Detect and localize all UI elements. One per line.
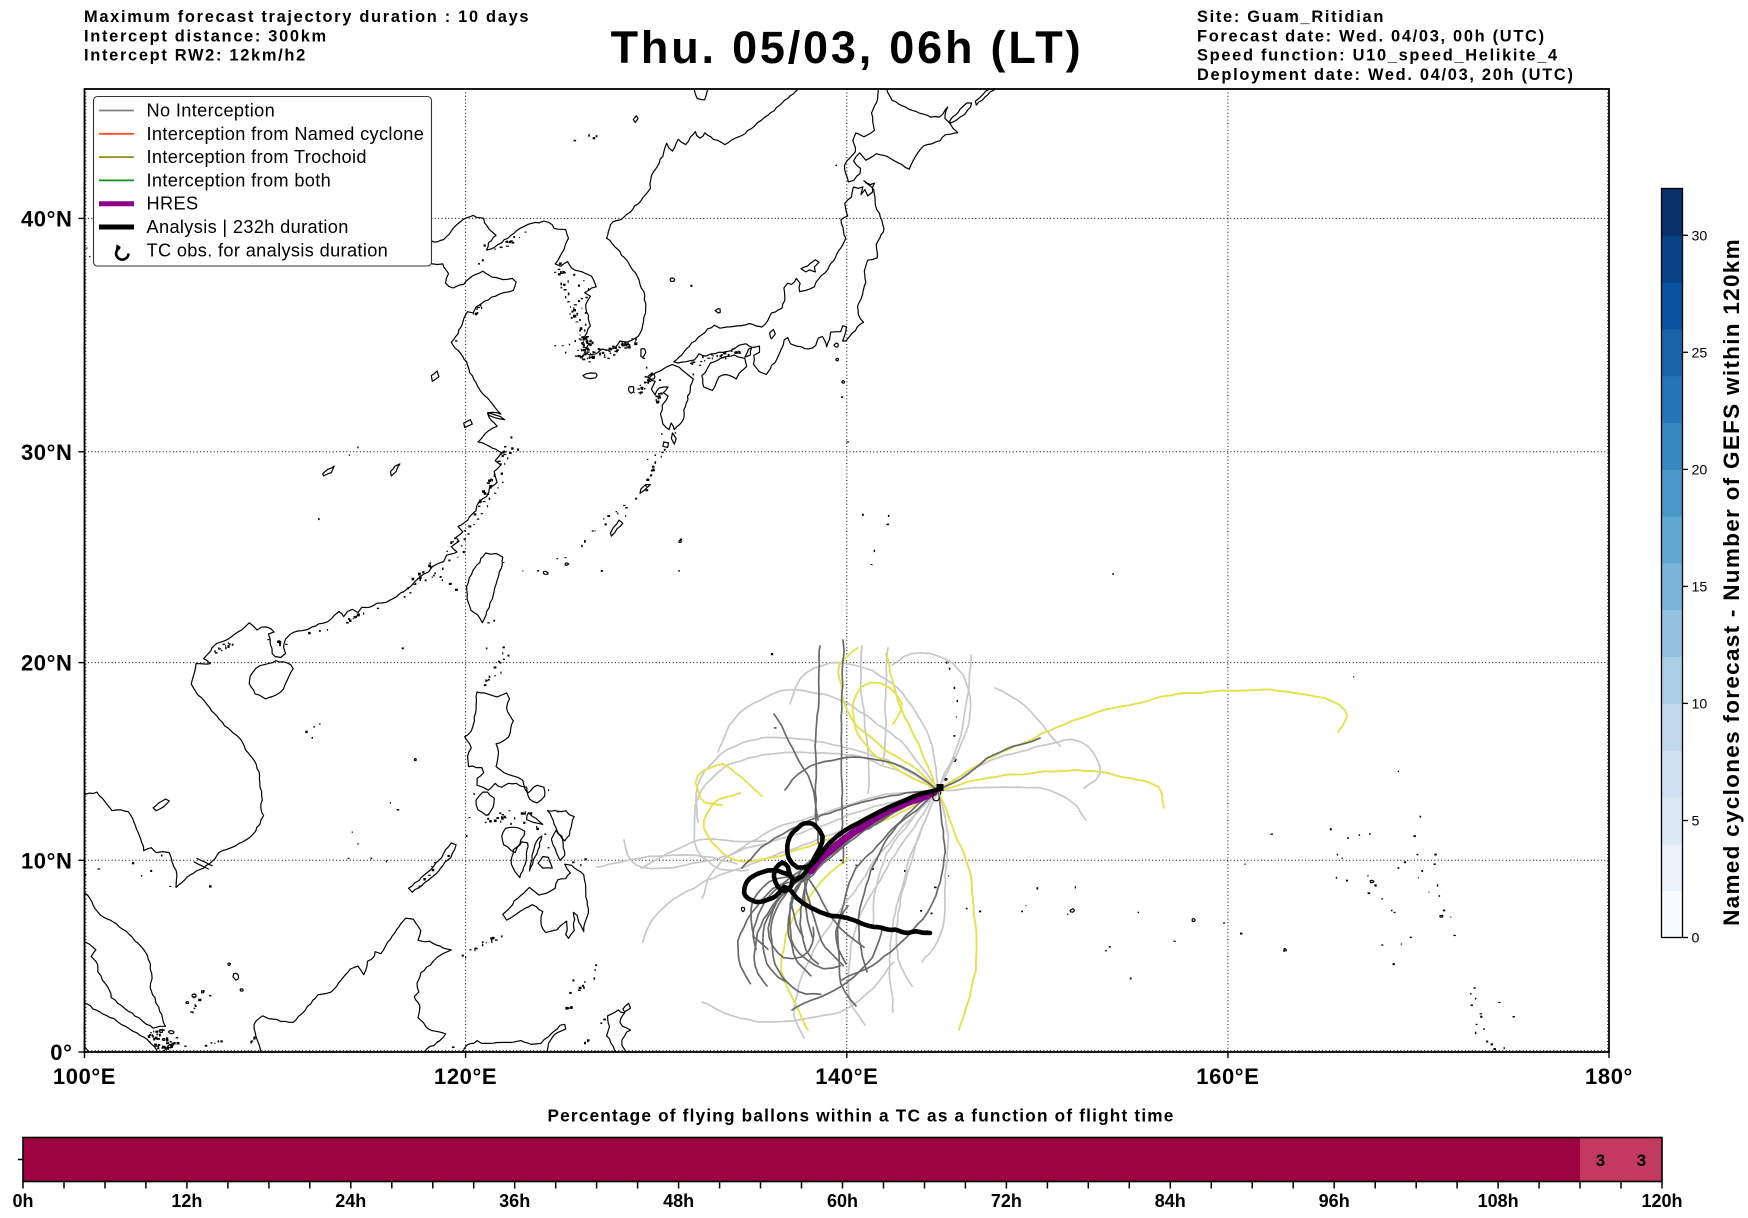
svg-text:30: 30: [1692, 228, 1708, 244]
svg-text:10°N: 10°N: [21, 848, 73, 873]
svg-text:120°E: 120°E: [434, 1064, 497, 1089]
svg-text:Deployment date: Wed. 04/03, 2: Deployment date: Wed. 04/03, 20h (UTC): [1197, 66, 1575, 84]
svg-text:3: 3: [1637, 1151, 1646, 1170]
svg-text:Thu. 05/03, 06h (LT): Thu. 05/03, 06h (LT): [611, 22, 1084, 73]
svg-text:Analysis | 232h duration: Analysis | 232h duration: [147, 217, 349, 237]
svg-text:Interception from both: Interception from both: [147, 170, 332, 190]
svg-text:Interception from Named cyclon: Interception from Named cyclone: [147, 124, 425, 144]
svg-text:Percentage of flying ballons w: Percentage of flying ballons within a TC…: [547, 1106, 1174, 1126]
svg-text:36h: 36h: [499, 1191, 530, 1211]
svg-text:Intercept distance: 300km: Intercept distance: 300km: [84, 27, 328, 45]
svg-text:180°: 180°: [1585, 1064, 1633, 1089]
svg-text:24h: 24h: [335, 1191, 366, 1211]
svg-text:Speed function: U10_speed_Heli: Speed function: U10_speed_Helikite_4: [1197, 47, 1559, 65]
svg-text:120h: 120h: [1641, 1191, 1682, 1211]
svg-text:Maximum forecast trajectory du: Maximum forecast trajectory duration : 1…: [84, 8, 530, 26]
svg-text:0h: 0h: [12, 1191, 33, 1211]
svg-text:10: 10: [1692, 696, 1708, 712]
svg-text:108h: 108h: [1478, 1191, 1519, 1211]
svg-text:HRES: HRES: [147, 194, 199, 214]
svg-text:20: 20: [1692, 462, 1708, 478]
svg-text:60h: 60h: [827, 1191, 858, 1211]
svg-text:Named cyclones forecast - Numb: Named cyclones forecast - Number of GEFS…: [1719, 238, 1744, 926]
svg-text:96h: 96h: [1319, 1191, 1350, 1211]
svg-text:140°E: 140°E: [815, 1064, 878, 1089]
svg-text:Site: Guam_Ritidian: Site: Guam_Ritidian: [1197, 8, 1385, 26]
svg-text:48h: 48h: [663, 1191, 694, 1211]
svg-text:40°N: 40°N: [21, 206, 73, 231]
svg-text:Interception from Trochoid: Interception from Trochoid: [147, 147, 367, 167]
svg-text:15: 15: [1692, 579, 1708, 595]
svg-text:84h: 84h: [1155, 1191, 1186, 1211]
svg-text:0: 0: [1692, 931, 1700, 947]
svg-text:25: 25: [1692, 345, 1708, 361]
svg-text:Intercept RW2: 12km/h2: Intercept RW2: 12km/h2: [84, 47, 307, 65]
svg-text:Forecast date: Wed. 04/03, 00h: Forecast date: Wed. 04/03, 00h (UTC): [1197, 27, 1546, 45]
svg-text:5: 5: [1692, 814, 1700, 830]
svg-text:TC obs. for analysis duration: TC obs. for analysis duration: [147, 240, 389, 260]
svg-text:30°N: 30°N: [21, 440, 73, 465]
svg-text:160°E: 160°E: [1196, 1064, 1259, 1089]
svg-text:0°: 0°: [50, 1040, 72, 1065]
svg-text:20°N: 20°N: [21, 651, 73, 676]
svg-text:100°E: 100°E: [53, 1064, 116, 1089]
svg-text:3: 3: [1596, 1151, 1605, 1170]
svg-text:12h: 12h: [171, 1191, 202, 1211]
svg-text:No Interception: No Interception: [147, 101, 276, 121]
svg-text:72h: 72h: [991, 1191, 1022, 1211]
